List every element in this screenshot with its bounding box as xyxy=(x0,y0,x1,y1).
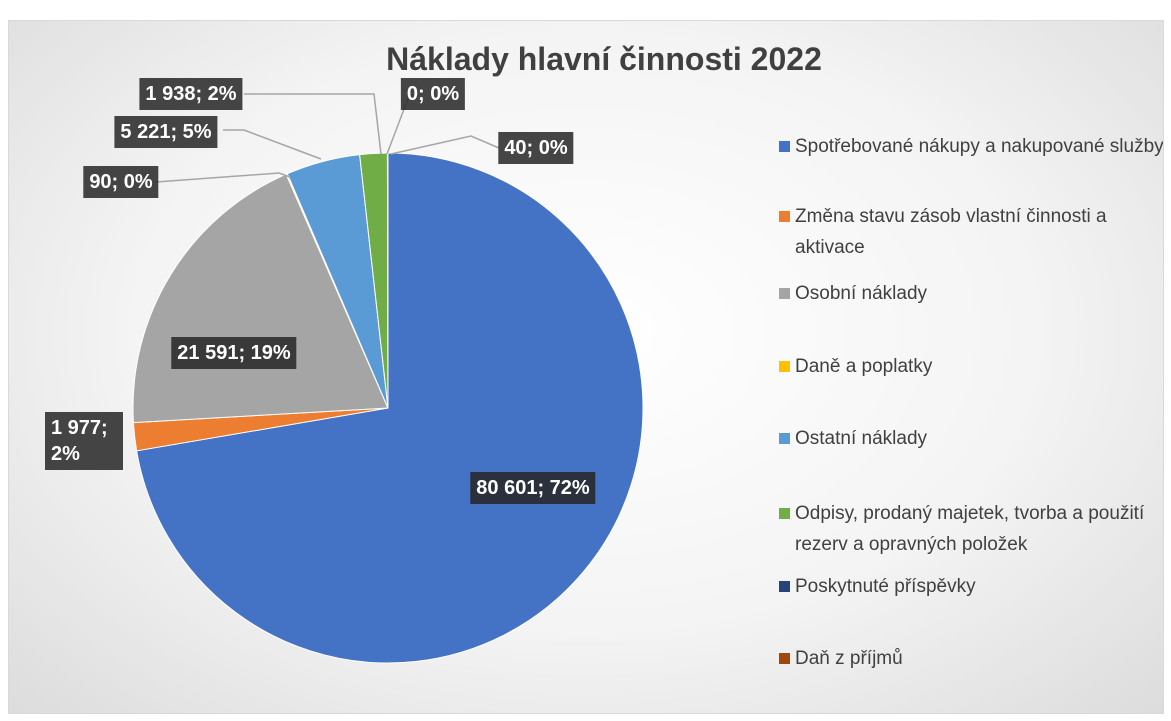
legend-swatch xyxy=(779,141,790,152)
legend-label: Spotřebované nákupy a nakupované služby xyxy=(795,136,1164,157)
legend-swatch xyxy=(779,288,790,299)
data-label: 40; 0% xyxy=(498,132,574,164)
data-label: 5 221; 5% xyxy=(114,116,218,148)
legend-label: Daň z příjmů xyxy=(795,648,903,669)
legend-item: Daň z příjmů xyxy=(779,643,1163,674)
pie-chart xyxy=(132,93,644,664)
legend-item: Změna stavu zásob vlastní činnosti a akt… xyxy=(779,201,1163,263)
data-label: 1 938; 2% xyxy=(139,78,243,110)
data-label: 1 977; 2% xyxy=(45,412,123,470)
legend-swatch xyxy=(779,211,790,222)
pie-slice xyxy=(386,152,389,409)
legend-item: Poskytnuté příspěvky xyxy=(779,571,1163,602)
pie-slice xyxy=(136,152,644,664)
leader-line xyxy=(244,93,382,155)
legend-label: Poskytnuté příspěvky xyxy=(795,576,976,597)
legend-item: Spotřebované nákupy a nakupované služby xyxy=(779,131,1164,162)
chart-area: Náklady hlavní činnosti 2022 80 601; 72%… xyxy=(8,20,1164,714)
data-label: 0; 0% xyxy=(400,78,466,110)
data-label: 80 601; 72% xyxy=(470,472,596,504)
legend-item: Osobní náklady xyxy=(779,278,1163,309)
leader-line xyxy=(223,129,322,160)
data-label: 90; 0% xyxy=(83,166,159,198)
legend-label: Změna stavu zásob vlastní činnosti a akt… xyxy=(795,206,1107,258)
legend-label: Ostatní náklady xyxy=(795,428,928,449)
legend-item: Ostatní náklady xyxy=(779,423,1163,454)
leader-line xyxy=(390,135,500,155)
leader-line xyxy=(155,172,291,183)
legend-swatch xyxy=(779,361,790,372)
legend-item: Odpisy, prodaný majetek, tvorba a použit… xyxy=(779,498,1163,560)
legend-swatch xyxy=(779,653,790,664)
legend-label: Odpisy, prodaný majetek, tvorba a použit… xyxy=(795,503,1145,555)
legend-item: Daně a poplatky xyxy=(779,351,1163,382)
legend-swatch xyxy=(779,508,790,519)
chart-title: Náklady hlavní činnosti 2022 xyxy=(386,41,822,77)
legend-swatch xyxy=(779,433,790,444)
legend-label: Daně a poplatky xyxy=(795,356,933,377)
legend-swatch xyxy=(779,581,790,592)
legend-label: Osobní náklady xyxy=(795,283,928,304)
data-label: 21 591; 19% xyxy=(171,337,297,369)
